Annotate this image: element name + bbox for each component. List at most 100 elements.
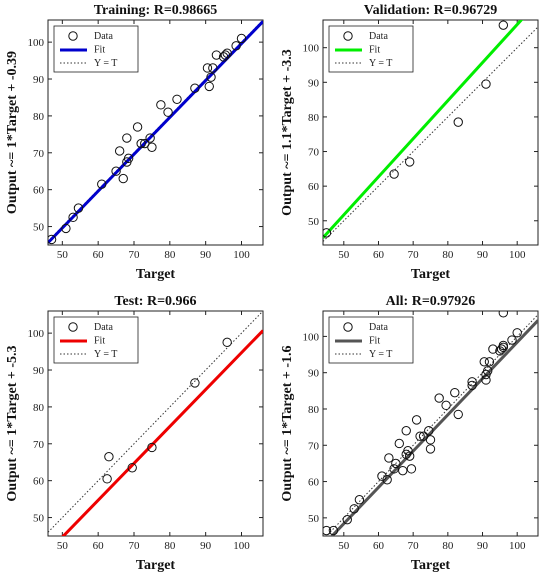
data-point: [411, 415, 422, 425]
data-point: [323, 228, 332, 238]
data-point: [136, 138, 146, 149]
y-tick-label: 70: [308, 440, 320, 452]
x-tick-label: 60: [373, 540, 385, 552]
x-tick-label: 70: [408, 540, 420, 552]
y-tick-label: 90: [33, 74, 45, 86]
plot-lines: [323, 20, 538, 242]
data-point: [123, 153, 134, 164]
x-tick-label: 100: [233, 249, 250, 261]
x-tick-label: 80: [442, 540, 454, 552]
y-tick-label: 70: [33, 439, 45, 451]
x-tick-label: 70: [129, 249, 141, 261]
legend-data-label: Data: [369, 31, 388, 42]
chart-panel-all: All: R=0.97926 50 60 70 80 90 100 50 60 70 80 90 100…: [275, 291, 550, 582]
x-tick-label: 80: [442, 249, 454, 261]
legend-identity-label: Y = T: [94, 349, 117, 360]
data-point: [349, 504, 359, 514]
y-tick-label: 80: [308, 404, 320, 416]
x-tick-label: 90: [477, 540, 489, 552]
y-tick-label: 100: [28, 37, 45, 49]
x-tick-label: 70: [129, 540, 141, 552]
x-tick-label: 60: [93, 249, 105, 261]
chart-title: Test: R=0.966: [114, 294, 196, 309]
data-point: [172, 94, 182, 105]
x-axis-label: Target: [411, 267, 450, 282]
data-point: [102, 474, 112, 484]
x-tick-label: 60: [373, 249, 385, 261]
y-tick-label: 70: [33, 148, 45, 160]
x-tick-label: 90: [477, 249, 489, 261]
x-tick-label: 90: [200, 249, 212, 261]
data-point: [394, 438, 404, 449]
data-point: [97, 179, 107, 189]
data-point: [404, 451, 415, 461]
data-point: [479, 357, 489, 367]
fit-line: [61, 329, 263, 536]
data-point: [425, 435, 436, 445]
y-tick-label: 100: [28, 328, 45, 340]
data-point: [206, 72, 216, 82]
regression-plot-all: All: R=0.97926 50 60 70 80 90 100 50 60 70 80 90 100…: [280, 294, 539, 573]
data-point: [453, 117, 463, 127]
data-point: [342, 514, 352, 525]
data-point: [328, 525, 339, 536]
plot-lines: [48, 311, 263, 536]
legend-identity-label: Y = T: [369, 58, 392, 69]
legend-fit-label: Fit: [94, 45, 105, 56]
legend-data-label: Data: [94, 31, 113, 42]
legend-data-marker: [68, 322, 78, 332]
data-point: [425, 444, 436, 454]
x-tick-label: 80: [164, 249, 176, 261]
identity-line: [323, 26, 538, 242]
y-axis-label: Output ~= 1.1*Target + -3.3: [280, 49, 295, 216]
data-point: [202, 63, 213, 73]
data-point: [222, 337, 232, 348]
data-point: [481, 79, 491, 89]
x-tick-label: 100: [233, 540, 250, 552]
regression-plot-test: Test: R=0.966 50 60 70 80 90 100 50 60 70 80 90 100 T…: [5, 294, 264, 573]
data-point: [404, 157, 415, 167]
data-point: [403, 446, 413, 456]
y-tick-label: 90: [33, 365, 45, 377]
legend-fit-label: Fit: [369, 336, 380, 347]
data-point: [122, 133, 132, 143]
data-point: [483, 366, 493, 376]
y-tick-label: 90: [308, 368, 320, 380]
data-point: [434, 393, 444, 403]
data-point: [391, 458, 401, 469]
data-point: [132, 122, 143, 132]
y-tick-label: 50: [308, 513, 320, 525]
data-point: [481, 375, 491, 385]
plot-lines: [48, 20, 263, 245]
data-point: [190, 83, 200, 93]
chart-panel-training: Training: R=0.98665 50 60 70 80 90 100 50 60 70 80…: [0, 0, 275, 291]
x-tick-label: 100: [509, 540, 526, 552]
data-point: [441, 400, 451, 411]
data-point: [467, 380, 477, 391]
data-point: [401, 426, 411, 436]
chart-panel-test: Test: R=0.966 50 60 70 80 90 100 50 60 70 80 90 100 T…: [0, 291, 275, 582]
y-axis-label: Output ~= 1*Target + -1.6: [280, 345, 295, 501]
x-tick-label: 50: [338, 540, 350, 552]
legend-fit-label: Fit: [94, 336, 105, 347]
x-axis-label: Target: [136, 267, 175, 282]
data-point: [354, 495, 365, 505]
y-tick-label: 60: [33, 476, 45, 488]
data-point: [163, 107, 173, 117]
legend-fit-label: Fit: [369, 45, 380, 56]
chart-title: All: R=0.97926: [386, 294, 476, 309]
fit-line: [323, 20, 524, 239]
regression-plot-training: Training: R=0.98665 50 60 70 80 90 100 50 60 70 80…: [5, 3, 264, 282]
regression-plot-validation: Validation: R=0.96729 50 60 70 80 90 100 50 60 70…: [280, 3, 539, 282]
legend-data-marker: [343, 322, 353, 332]
data-point: [222, 48, 232, 58]
x-tick-label: 50: [57, 540, 69, 552]
data-point: [118, 173, 128, 184]
data-point: [156, 100, 166, 110]
data-point: [220, 50, 231, 60]
fit-line: [329, 319, 538, 536]
y-tick-label: 60: [33, 185, 45, 197]
y-tick-label: 50: [33, 513, 45, 525]
x-tick-label: 100: [509, 249, 526, 261]
legend-data-label: Data: [94, 322, 113, 333]
